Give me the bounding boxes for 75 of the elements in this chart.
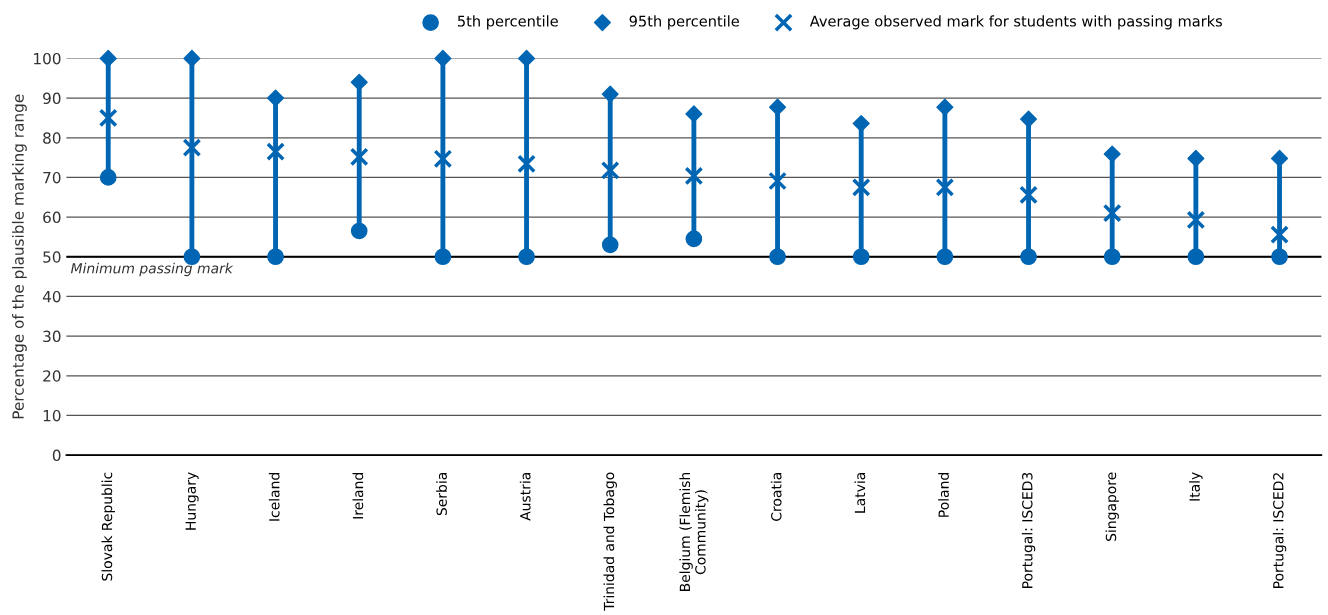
y-tick-label: 60 (43, 211, 61, 224)
point (935, 177, 955, 197)
y-tick-label: 10 (43, 409, 61, 422)
point (1102, 203, 1122, 223)
point (600, 160, 620, 180)
point (1103, 248, 1121, 266)
point (769, 248, 786, 266)
point (936, 248, 954, 266)
y-tick-label: 0 (52, 449, 61, 462)
point (684, 166, 704, 186)
x-tick-label: Italy (1189, 472, 1203, 501)
point (768, 171, 787, 191)
point (517, 49, 536, 67)
point (182, 138, 202, 158)
x-tick-label: Slovak Republic (101, 472, 115, 581)
legend-label: 95th percentile (629, 15, 739, 30)
point (183, 49, 201, 67)
point (267, 248, 284, 266)
point (852, 248, 870, 266)
point (936, 98, 954, 116)
x-tick-label: Latvia (854, 473, 866, 513)
x-tick-label: Portugal: ISCED2 (1272, 473, 1287, 588)
point (1271, 248, 1288, 266)
x-tick-label: Serbia (436, 473, 447, 516)
x-tick-label: Singapore (1105, 472, 1119, 541)
point (267, 89, 285, 107)
point (1020, 248, 1037, 266)
y-tick-label: 70 (43, 171, 61, 184)
x-tick-label: Ireland (352, 473, 364, 519)
x-tick-label: Trinidad and Tobago (603, 472, 617, 611)
point (518, 248, 535, 266)
legend-label: Average observed mark for students with passing marks (809, 15, 1223, 30)
y-tick-label: 30 (43, 330, 61, 343)
y-tick-label: 90 (43, 92, 61, 105)
point (349, 147, 369, 167)
x-tick-label: Iceland (268, 473, 280, 521)
x-tick-label: Belgium (Flemish Community) (679, 472, 709, 591)
point (685, 230, 703, 248)
point (433, 149, 453, 169)
point (99, 49, 117, 67)
point (517, 154, 536, 174)
point (852, 114, 870, 133)
y-tick-label: 80 (43, 132, 61, 144)
y-tick-label: 40 (42, 290, 61, 303)
x-tick-label: Poland (938, 473, 949, 517)
point (1103, 145, 1121, 163)
x-tick-label: Croatia (770, 473, 782, 521)
point (1187, 248, 1205, 266)
point (851, 177, 871, 197)
point (1019, 110, 1038, 128)
x-tick-label: Austria (519, 473, 531, 521)
point (350, 222, 368, 240)
ref-line-label: Minimum passing mark (70, 262, 234, 277)
point (1187, 149, 1205, 167)
point (434, 248, 452, 266)
point (1270, 149, 1289, 167)
point (1186, 210, 1206, 230)
point (768, 98, 787, 116)
legend-label: 5th percentile (457, 15, 558, 30)
point (266, 142, 285, 162)
point (601, 85, 619, 103)
point (601, 236, 619, 254)
y-tick-label: 20 (43, 370, 61, 382)
y-tick-label: 100 (34, 52, 61, 65)
point (1019, 185, 1038, 205)
y-tick-label: 50 (43, 251, 61, 263)
point (685, 105, 703, 123)
point (434, 49, 452, 67)
y-axis-title: Percentage of the plausible marking range (12, 94, 27, 419)
point (98, 108, 118, 128)
point (1270, 225, 1289, 244)
x-tick-label: Portugal: ISCED3 (1021, 472, 1036, 588)
x-tick-label: Hungary (185, 472, 199, 530)
point (350, 73, 368, 91)
point (99, 169, 117, 186)
